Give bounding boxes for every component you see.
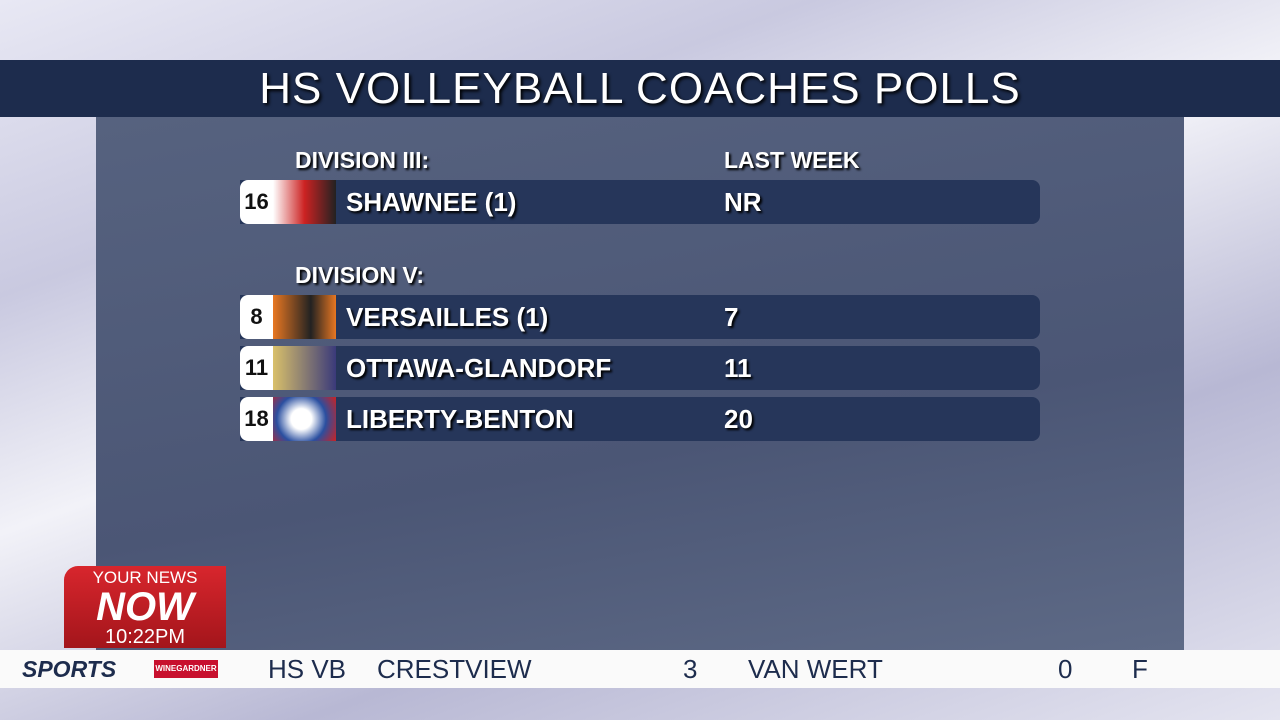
away-team: VAN WERT: [748, 654, 883, 684]
team-name: OTTAWA-GLANDORF: [346, 353, 612, 383]
home-score: 3: [683, 654, 698, 684]
team-name: LIBERTY-BENTON: [346, 404, 574, 434]
bug-line2: NOW: [96, 585, 194, 629]
away-score: 0: [1058, 654, 1073, 684]
rank: 18: [240, 397, 273, 441]
title: HS VOLLEYBALL COACHES POLLS: [259, 64, 1021, 113]
team-logo: [273, 397, 336, 441]
bug-line1: YOUR NEWS: [92, 568, 198, 587]
bug-time: 10:22PM: [104, 626, 186, 648]
rank: 8: [240, 295, 273, 339]
last-week: NR: [724, 187, 762, 217]
division-label: DIVISION V:: [295, 262, 425, 288]
poll-row: 18 LIBERTY-BENTON 20: [240, 397, 1040, 441]
last-week: 20: [724, 404, 753, 434]
column-header: LAST WEEK: [724, 147, 860, 173]
news-bug: YOUR NEWS NOW 10:22PM: [64, 566, 226, 648]
team-name: VERSAILLES (1): [346, 302, 549, 332]
team-logo: [273, 346, 336, 390]
sponsor-logo: WINEGARDNER: [154, 660, 218, 678]
last-week: 11: [724, 353, 752, 383]
ticker: SPORTS WINEGARDNER HS VB CRESTVIEW 3 VAN…: [0, 650, 1280, 688]
game-status: F: [1132, 654, 1148, 684]
division-label: DIVISION III:: [295, 147, 430, 173]
rank: 16: [240, 180, 273, 224]
poll-row: 8 VERSAILLES (1) 7: [240, 295, 1040, 339]
home-team: CRESTVIEW: [377, 654, 532, 684]
last-week: 7: [724, 302, 739, 332]
poll-row: 16 SHAWNEE (1) NR: [240, 180, 1040, 224]
team-logo: [273, 180, 336, 224]
ticker-section: SPORTS: [22, 656, 117, 682]
ticker-sport: HS VB: [268, 654, 347, 684]
title-bar: HS VOLLEYBALL COACHES POLLS: [0, 60, 1280, 117]
team-name: SHAWNEE (1): [346, 187, 517, 217]
rank: 11: [240, 346, 273, 390]
team-logo: [273, 295, 336, 339]
poll-row: 11 OTTAWA-GLANDORF 11: [240, 346, 1040, 390]
